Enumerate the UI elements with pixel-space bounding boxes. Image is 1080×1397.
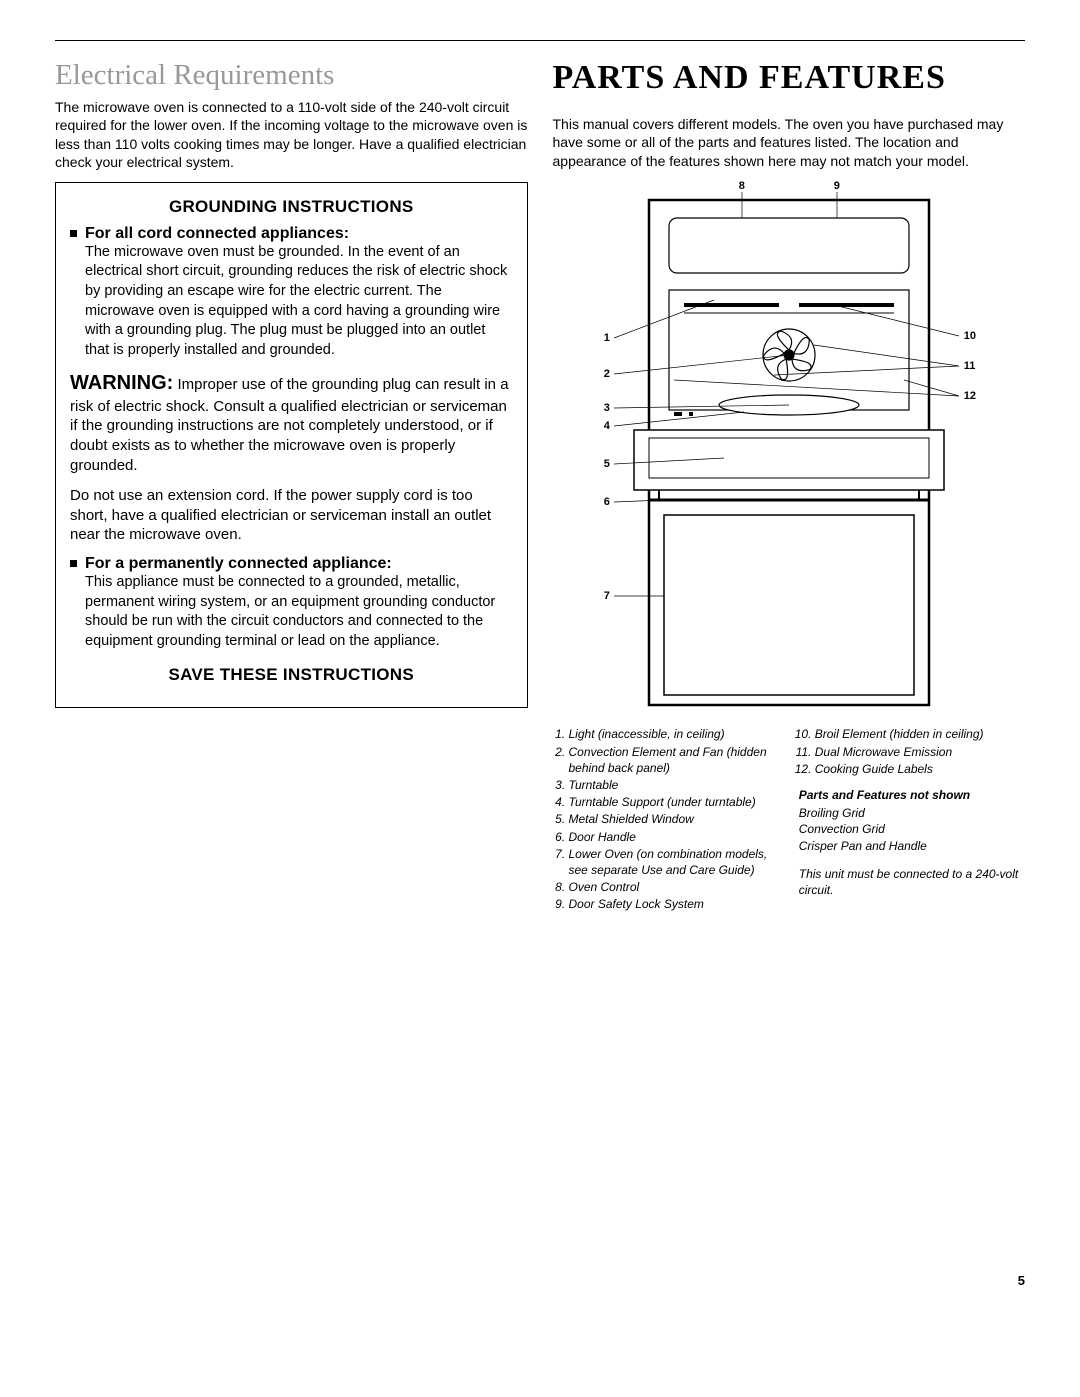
bullet-cord-connected: For all cord connected appliances: The m… bbox=[70, 225, 513, 360]
diagram-legend: Light (inaccessible, in ceiling) Convect… bbox=[553, 726, 1026, 913]
callout-5: 5 bbox=[604, 458, 610, 470]
legend-item-6: Door Handle bbox=[569, 829, 779, 845]
legend-item-5: Metal Shielded Window bbox=[569, 811, 779, 827]
parts-features-title: Parts and Features bbox=[553, 59, 1026, 97]
callout-7: 7 bbox=[604, 590, 610, 602]
page-number: 5 bbox=[55, 1273, 1025, 1288]
bullet2-body: This appliance must be connected to a gr… bbox=[85, 573, 513, 651]
oven-diagram: 1 2 3 4 5 6 7 8 9 10 11 12 bbox=[574, 180, 1004, 720]
legend-item-7: Lower Oven (on combination models, see s… bbox=[569, 846, 779, 878]
voltage-note: This unit must be connected to a 240-vol… bbox=[799, 866, 1025, 898]
square-bullet-icon bbox=[70, 560, 77, 567]
callout-4: 4 bbox=[604, 420, 610, 432]
legend-item-3: Turntable bbox=[569, 777, 779, 793]
extension-cord-paragraph: Do not use an extension cord. If the pow… bbox=[70, 486, 513, 545]
callout-9: 9 bbox=[834, 180, 840, 192]
grounding-heading: GROUNDING INSTRUCTIONS bbox=[70, 197, 513, 217]
bullet2-lead: For a permanently connected appliance: bbox=[85, 555, 392, 572]
legend-right-col: Broil Element (hidden in ceiling) Dual M… bbox=[799, 726, 1025, 913]
not-shown-c: Crisper Pan and Handle bbox=[799, 838, 1025, 854]
legend-item-12: Cooking Guide Labels bbox=[815, 761, 1025, 777]
two-column-layout: Electrical Requirements The microwave ov… bbox=[55, 59, 1025, 913]
electrical-intro: The microwave oven is connected to a 110… bbox=[55, 98, 528, 172]
callout-10: 10 bbox=[964, 330, 976, 342]
grounding-box: GROUNDING INSTRUCTIONS For all cord conn… bbox=[55, 182, 528, 709]
callout-8: 8 bbox=[739, 180, 745, 192]
warning-lead: WARNING: bbox=[70, 372, 173, 394]
legend-item-8: Oven Control bbox=[569, 879, 779, 895]
not-shown-b: Convection Grid bbox=[799, 821, 1025, 837]
left-column: Electrical Requirements The microwave ov… bbox=[55, 59, 528, 913]
legend-item-4: Turntable Support (under turntable) bbox=[569, 794, 779, 810]
bullet1-lead: For all cord connected appliances: bbox=[85, 225, 349, 242]
callout-1: 1 bbox=[604, 332, 610, 344]
save-instructions-footer: SAVE THESE INSTRUCTIONS bbox=[70, 665, 513, 685]
parts-intro: This manual covers different models. The… bbox=[553, 115, 1026, 170]
top-rule bbox=[55, 40, 1025, 41]
legend-item-1: Light (inaccessible, in ceiling) bbox=[569, 726, 779, 742]
legend-item-9: Door Safety Lock System bbox=[569, 896, 779, 912]
callout-3: 3 bbox=[604, 402, 610, 414]
bullet-permanent: For a permanently connected appliance: T… bbox=[70, 555, 513, 651]
right-column: Parts and Features This manual covers di… bbox=[553, 59, 1026, 913]
legend-item-10: Broil Element (hidden in ceiling) bbox=[815, 726, 1025, 742]
callout-11: 11 bbox=[964, 360, 976, 372]
callout-12: 12 bbox=[964, 390, 976, 402]
callout-2: 2 bbox=[604, 368, 610, 380]
not-shown-title: Parts and Features not shown bbox=[799, 787, 1025, 803]
oven-svg bbox=[574, 180, 1004, 720]
not-shown-a: Broiling Grid bbox=[799, 805, 1025, 821]
callout-6: 6 bbox=[604, 496, 610, 508]
bullet1-body: The microwave oven must be grounded. In … bbox=[85, 243, 513, 360]
legend-item-2: Convection Element and Fan (hidden behin… bbox=[569, 744, 779, 776]
warning-paragraph: WARNING: Improper use of the grounding p… bbox=[70, 370, 513, 476]
legend-left-col: Light (inaccessible, in ceiling) Convect… bbox=[553, 726, 779, 913]
square-bullet-icon bbox=[70, 230, 77, 237]
electrical-requirements-title: Electrical Requirements bbox=[55, 59, 528, 92]
legend-item-11: Dual Microwave Emission bbox=[815, 744, 1025, 760]
